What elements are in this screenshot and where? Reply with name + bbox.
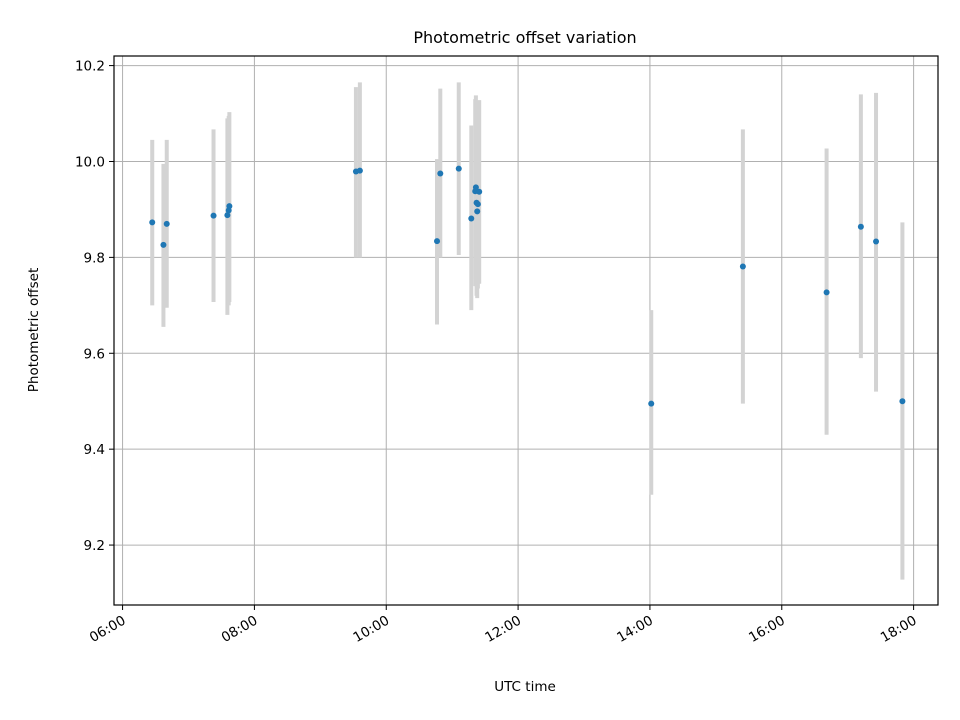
y-tick-label: 9.4: [84, 442, 105, 458]
y-axis-label: Photometric offset: [26, 268, 42, 392]
y-tick-label: 9.6: [84, 346, 105, 362]
data-point: [455, 165, 462, 172]
data-point: [356, 167, 363, 174]
data-point: [873, 238, 880, 245]
data-point: [163, 220, 170, 227]
y-axis-ticks: 9.2 9.4 9.6 9.8 10.0 10.2: [75, 59, 114, 554]
data-point: [739, 263, 746, 270]
y-tick-label: 9.8: [84, 250, 105, 266]
error-bars: [150, 82, 905, 580]
x-tick-label: 10:00: [351, 613, 393, 646]
data-point: [226, 203, 233, 210]
data-point: [224, 212, 231, 219]
data-point: [149, 219, 156, 226]
chart-title: Photometric offset variation: [413, 28, 636, 47]
data-point: [474, 201, 481, 208]
x-axis-ticks: 06:00 08:00 10:00 12:00 14:00 16:00 18:00: [87, 605, 920, 646]
x-tick-label: 16:00: [746, 613, 788, 646]
data-point: [437, 170, 444, 177]
y-tick-label: 9.2: [84, 538, 105, 554]
data-points: [149, 165, 906, 407]
data-point: [474, 208, 481, 215]
data-point: [468, 215, 475, 222]
data-point: [857, 223, 864, 230]
x-axis-label: UTC time: [494, 679, 556, 695]
data-point: [434, 238, 441, 245]
x-tick-label: 06:00: [87, 613, 129, 646]
data-point: [823, 289, 830, 296]
data-point: [899, 398, 906, 405]
grid-lines: [114, 56, 938, 605]
data-point: [648, 400, 655, 407]
data-point: [160, 241, 167, 248]
data-point: [472, 184, 479, 191]
data-point: [210, 212, 217, 219]
x-tick-label: 08:00: [219, 613, 261, 646]
y-tick-label: 10.2: [75, 59, 105, 75]
data-point: [476, 188, 483, 195]
x-tick-label: 12:00: [482, 613, 524, 646]
x-tick-label: 18:00: [878, 613, 920, 646]
x-tick-label: 14:00: [614, 613, 656, 646]
y-tick-label: 10.0: [75, 154, 105, 170]
plot-frame: [113, 55, 939, 606]
